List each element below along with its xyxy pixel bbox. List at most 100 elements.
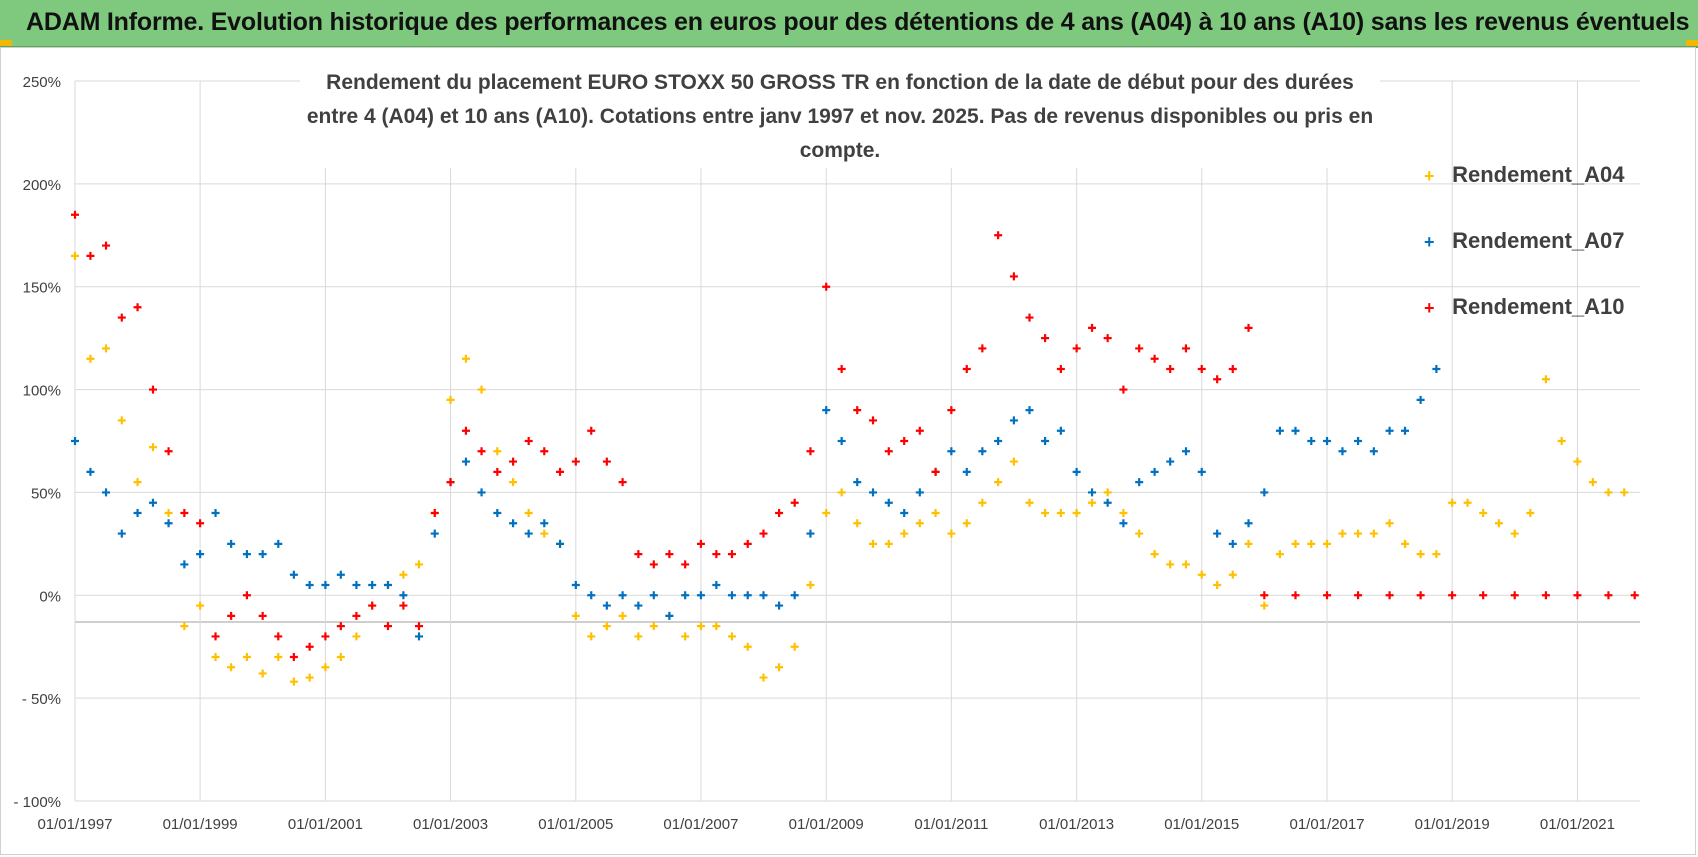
data-point: [853, 406, 862, 415]
data-point: [196, 519, 205, 528]
data-point: [665, 550, 674, 559]
data-point: [775, 509, 784, 517]
data-point: [1103, 498, 1112, 507]
data-point: [1025, 313, 1034, 322]
data-point: [869, 539, 878, 548]
data-point: [822, 282, 831, 291]
data-point: [1041, 437, 1050, 445]
data-point: [1197, 365, 1206, 373]
data-point: [133, 303, 142, 312]
data-point: [1385, 519, 1394, 528]
data-point: [1213, 581, 1222, 589]
data-point: [931, 467, 940, 476]
legend-label-a07: Rendement_A07: [1452, 228, 1625, 253]
data-point: [1197, 467, 1206, 476]
data-point: [1510, 529, 1519, 538]
data-point: [556, 467, 565, 476]
chart-frame: [0, 47, 1696, 855]
series-rendement-a10: [71, 210, 1639, 661]
data-point: [743, 591, 752, 600]
data-point: [1166, 365, 1175, 373]
data-point: [180, 560, 189, 569]
data-point: [1150, 467, 1159, 476]
data-point: [696, 539, 705, 548]
legend-label-a10: Rendement_A10: [1452, 294, 1625, 319]
data-point: [681, 591, 690, 600]
data-point: [1213, 529, 1222, 538]
data-point: [665, 611, 674, 620]
corner-marker: [0, 40, 12, 46]
data-point: [71, 251, 79, 260]
data-point: [1385, 426, 1394, 435]
legend-label-a04: Rendement_A04: [1452, 162, 1625, 187]
data-point: [1181, 560, 1190, 569]
data-point: [900, 437, 909, 445]
data-point: [1479, 591, 1488, 600]
data-point: [1369, 447, 1378, 456]
data-point: [681, 560, 690, 569]
data-point: [1604, 591, 1613, 600]
data-point: [336, 653, 345, 661]
data-point: [696, 622, 705, 631]
data-point: [258, 550, 267, 559]
data-point: [289, 653, 298, 661]
data-point: [227, 539, 236, 548]
data-point: [117, 416, 126, 425]
data-point: [1448, 591, 1457, 600]
data-point: [915, 426, 924, 435]
data-point: [1119, 509, 1128, 517]
data-point: [1573, 457, 1582, 466]
data-point: [587, 591, 596, 600]
data-point: [618, 611, 627, 620]
data-point: [1088, 323, 1097, 332]
data-point: [148, 443, 157, 452]
data-point: [352, 632, 361, 641]
data-point: [1009, 457, 1018, 466]
y-tick-label: 50%: [31, 485, 61, 502]
data-point: [1401, 426, 1410, 435]
y-tick-label: 100%: [23, 383, 61, 400]
x-axis: 01/01/1997 01/01/1999 01/01/2001 01/01/2003…: [37, 816, 1615, 833]
data-point: [430, 529, 439, 538]
data-point: [399, 601, 408, 610]
data-point: [822, 509, 831, 517]
series-rendement-a04: [71, 251, 1629, 686]
data-point: [1197, 570, 1206, 579]
data-point: [1088, 498, 1097, 507]
data-point: [242, 550, 251, 559]
data-point: [117, 313, 126, 322]
data-point: [321, 663, 330, 672]
data-point: [258, 611, 267, 620]
data-point: [602, 457, 611, 466]
x-tick-label: 01/01/2003: [413, 816, 488, 833]
data-point: [994, 231, 1003, 240]
data-point: [602, 622, 611, 631]
data-point: [962, 467, 971, 476]
data-point: [1244, 519, 1253, 528]
data-point: [368, 581, 377, 589]
legend-marker-a04: +: [1424, 166, 1435, 186]
data-point: [587, 426, 596, 435]
y-tick-label: 200%: [23, 177, 61, 194]
data-point: [1479, 509, 1488, 517]
data-point: [1291, 426, 1300, 435]
data-point: [1260, 591, 1269, 600]
data-point: [1541, 591, 1550, 600]
data-point: [1338, 529, 1347, 538]
data-point: [477, 447, 486, 456]
data-point: [368, 601, 377, 610]
legend-item-a10: + Rendement_A10: [1424, 294, 1625, 360]
x-tick-label: 01/01/2013: [1039, 816, 1114, 833]
data-point: [305, 673, 314, 682]
data-point: [1181, 447, 1190, 456]
chart-title: Rendement du placement EURO STOXX 50 GRO…: [300, 66, 1380, 168]
data-point: [477, 488, 486, 497]
data-point: [571, 611, 580, 620]
data-point: [86, 467, 95, 476]
data-point: [1510, 591, 1519, 600]
data-points: [71, 210, 1639, 686]
data-point: [884, 539, 893, 548]
data-point: [1088, 488, 1097, 497]
data-point: [1354, 591, 1363, 600]
